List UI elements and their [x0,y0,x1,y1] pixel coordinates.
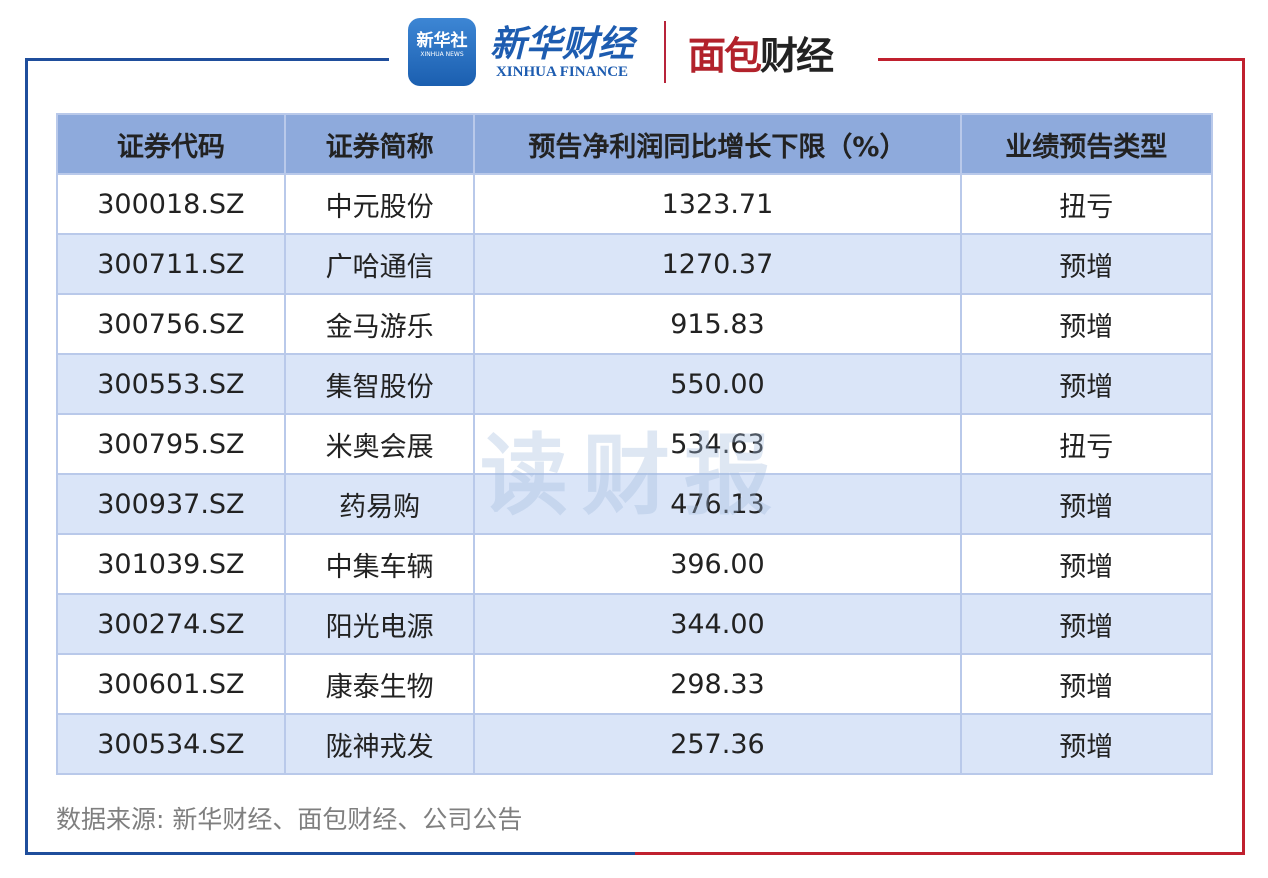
cell-code: 300018.SZ [56,173,286,235]
table-row: 300601.SZ 康泰生物 298.33 预增 [56,653,1213,715]
cell-code: 300274.SZ [56,593,286,655]
cell-type: 预增 [959,353,1213,415]
header-name: 证券简称 [283,113,476,175]
table-row: 301039.SZ 中集车辆 396.00 预增 [56,533,1213,595]
frame-left [25,58,28,855]
xinhua-app-subtext: XINHUA NEWS [420,51,464,58]
cell-growth: 1270.37 [473,233,962,295]
source-note: 数据来源: 新华财经、面包财经、公司公告 [56,805,523,834]
frame-bottom-left [25,852,635,855]
cell-name: 广哈通信 [283,233,476,295]
logo-divider [664,21,667,83]
table-row: 300553.SZ 集智股份 550.00 预增 [56,353,1213,415]
cell-type: 预增 [959,233,1213,295]
cell-type: 扭亏 [959,173,1213,235]
frame-right [1242,58,1245,855]
cell-growth: 1323.71 [473,173,962,235]
cell-name: 集智股份 [283,353,476,415]
cell-name: 陇神戎发 [283,713,476,775]
cell-type: 预增 [959,293,1213,355]
cell-type: 预增 [959,473,1213,535]
cell-name: 中元股份 [283,173,476,235]
table-row: 300937.SZ 药易购 476.13 预增 [56,473,1213,535]
cell-name: 米奥会展 [283,413,476,475]
cell-code: 300795.SZ [56,413,286,475]
cell-type: 预增 [959,713,1213,775]
cell-growth: 298.33 [473,653,962,715]
header-growth: 预告净利润同比增长下限（%） [473,113,962,175]
frame-top-left [25,58,389,61]
mianbao-text-b: 财经 [760,33,834,78]
forecast-table: 证券代码 证券简称 预告净利润同比增长下限（%） 业绩预告类型 300018.S… [56,113,1213,775]
xinhua-finance-logo: 新华财经 XINHUA FINANCE [490,24,634,81]
frame-top-right [878,58,1245,61]
mianbao-finance-logo: 面包财经 [688,25,834,80]
xinhua-finance-en: XINHUA FINANCE [495,63,629,80]
table-row: 300756.SZ 金马游乐 915.83 预增 [56,293,1213,355]
cell-name: 阳光电源 [283,593,476,655]
cell-name: 金马游乐 [283,293,476,355]
frame-bottom-right [635,852,1245,855]
table-header-row: 证券代码 证券简称 预告净利润同比增长下限（%） 业绩预告类型 [56,113,1213,175]
header-code: 证券代码 [56,113,286,175]
cell-name: 中集车辆 [283,533,476,595]
header-type: 业绩预告类型 [959,113,1213,175]
cell-growth: 476.13 [473,473,962,535]
cell-growth: 915.83 [473,293,962,355]
table-row: 300274.SZ 阳光电源 344.00 预增 [56,593,1213,655]
table-row: 300018.SZ 中元股份 1323.71 扭亏 [56,173,1213,235]
cell-code: 300534.SZ [56,713,286,775]
cell-code: 300553.SZ [56,353,286,415]
xinhua-news-logo: 新华社 XINHUA NEWS [408,18,476,86]
cell-growth: 257.36 [473,713,962,775]
xinhua-finance-text: 新华财经 [490,22,635,65]
cell-name: 康泰生物 [283,653,476,715]
mianbao-text-a: 面包 [688,33,762,78]
cell-code: 300937.SZ [56,473,286,535]
header-logos: 新华社 XINHUA NEWS 新华财经 XINHUA FINANCE 面包财经 [408,17,834,87]
cell-name: 药易购 [283,473,476,535]
cell-growth: 550.00 [473,353,962,415]
cell-code: 300601.SZ [56,653,286,715]
table-row: 300711.SZ 广哈通信 1270.37 预增 [56,233,1213,295]
cell-type: 预增 [959,533,1213,595]
cell-code: 300711.SZ [56,233,286,295]
cell-type: 预增 [959,593,1213,655]
table-row: 300534.SZ 陇神戎发 257.36 预增 [56,713,1213,775]
cell-growth: 344.00 [473,593,962,655]
cell-growth: 396.00 [473,533,962,595]
cell-type: 扭亏 [959,413,1213,475]
xinhua-app-text: 新华社 [416,31,468,51]
cell-growth: 534.63 [473,413,962,475]
table-row: 300795.SZ 米奥会展 534.63 扭亏 [56,413,1213,475]
cell-code: 300756.SZ [56,293,286,355]
cell-type: 预增 [959,653,1213,715]
cell-code: 301039.SZ [56,533,286,595]
